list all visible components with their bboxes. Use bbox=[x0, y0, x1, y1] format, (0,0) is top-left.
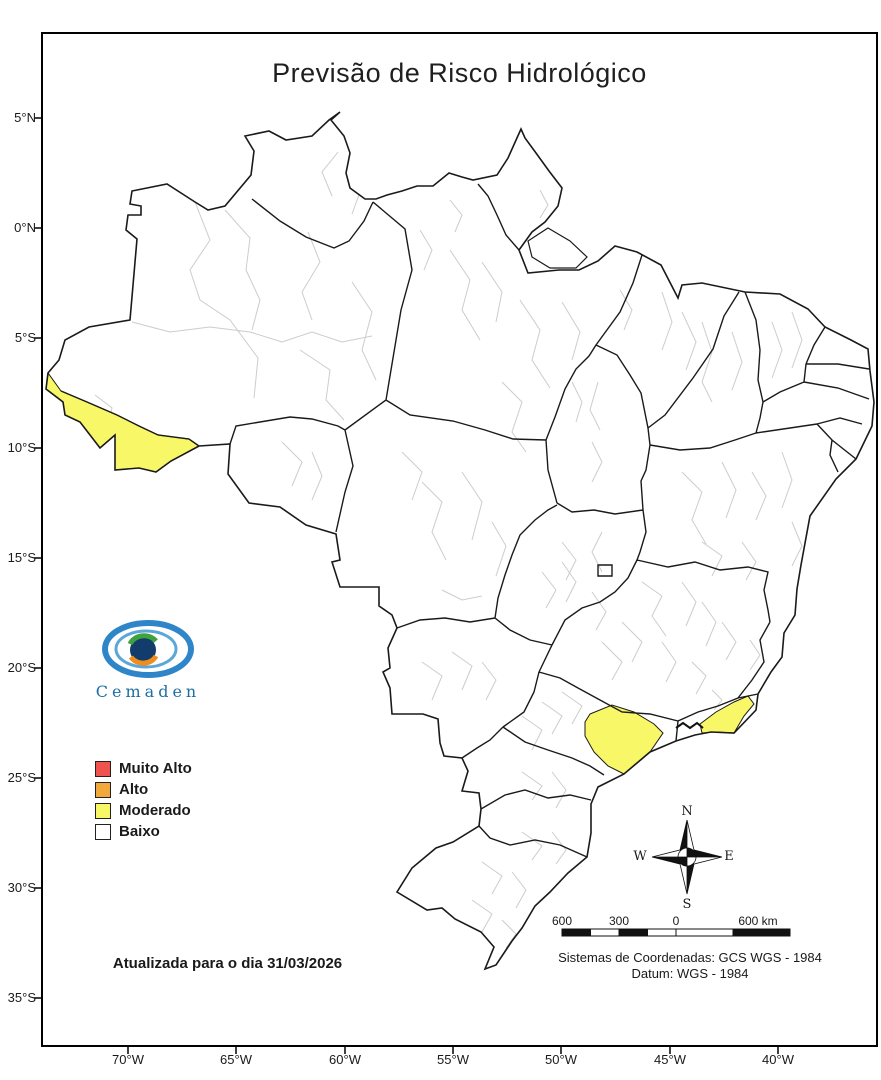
risk-legend: Muito Alto Alto Moderado Baixo bbox=[95, 761, 192, 845]
lat-label: 5°N bbox=[14, 110, 36, 125]
logo-green-arc bbox=[127, 633, 158, 646]
lon-label: 40°W bbox=[762, 1052, 794, 1067]
lon-label: 55°W bbox=[437, 1052, 469, 1067]
lat-label: 30°S bbox=[7, 880, 36, 895]
legend-swatch-muito-alto bbox=[95, 761, 111, 777]
legend-swatch-moderado bbox=[95, 803, 111, 819]
rio-coast-detail bbox=[675, 721, 704, 730]
scalebar-label: 300 bbox=[608, 914, 630, 928]
marajo-island bbox=[527, 227, 588, 269]
scale-bar bbox=[561, 928, 791, 937]
legend-swatch-alto bbox=[95, 782, 111, 798]
lat-label: 15°S bbox=[7, 550, 36, 565]
compass-east-label: E bbox=[724, 849, 734, 864]
legend-label: Moderado bbox=[119, 802, 191, 819]
crs-line-1: Sistemas de Coordenadas: GCS WGS - 1984 bbox=[558, 950, 822, 965]
lat-label: 20°S bbox=[7, 660, 36, 675]
scalebar-label: 600 km bbox=[738, 914, 778, 928]
lon-label: 60°W bbox=[329, 1052, 361, 1067]
map-title: Previsão de Risco Hidrológico bbox=[272, 58, 647, 88]
lon-label: 70°W bbox=[112, 1052, 144, 1067]
legend-row-baixo: Baixo bbox=[95, 824, 192, 840]
lat-label: 25°S bbox=[7, 770, 36, 785]
crs-line-2: Datum: WGS - 1984 bbox=[631, 966, 749, 981]
legend-label: Baixo bbox=[119, 823, 160, 840]
lon-label: 50°W bbox=[545, 1052, 577, 1067]
lon-label: 65°W bbox=[220, 1052, 252, 1067]
update-note: Atualizada para o dia 31/03/2026 bbox=[112, 955, 343, 972]
compass-north-label: N bbox=[681, 804, 693, 819]
legend-label: Muito Alto bbox=[119, 760, 192, 777]
brazil-map bbox=[45, 111, 875, 971]
lat-label: 10°S bbox=[7, 440, 36, 455]
legend-row-muito-alto: Muito Alto bbox=[95, 761, 192, 777]
compass-west-label: W bbox=[633, 849, 647, 864]
lat-label: 5°S bbox=[14, 330, 36, 345]
legend-row-alto: Alto bbox=[95, 782, 192, 798]
legend-swatch-baixo bbox=[95, 824, 111, 840]
compass-south-label: S bbox=[682, 897, 692, 912]
legend-row-moderado: Moderado bbox=[95, 803, 192, 819]
scalebar-label: 600 bbox=[551, 914, 573, 928]
logo-pupil bbox=[130, 637, 156, 663]
lon-label: 45°W bbox=[654, 1052, 686, 1067]
municipal-boundaries bbox=[94, 151, 803, 949]
axis-ticks bbox=[34, 117, 779, 1054]
lat-label: 0°N bbox=[14, 220, 36, 235]
cemaden-logo-text: Cemaden bbox=[95, 682, 201, 701]
scalebar-label: 0 bbox=[672, 914, 680, 928]
state-boundaries bbox=[60, 183, 870, 858]
lat-label: 35°S bbox=[7, 990, 36, 1005]
logo-orange-arc bbox=[128, 654, 159, 666]
compass-rose bbox=[651, 819, 723, 895]
map-frame bbox=[41, 32, 878, 1047]
legend-label: Alto bbox=[119, 781, 149, 798]
brazil-outline bbox=[45, 111, 875, 971]
cemaden-logo-graphic bbox=[102, 620, 194, 678]
